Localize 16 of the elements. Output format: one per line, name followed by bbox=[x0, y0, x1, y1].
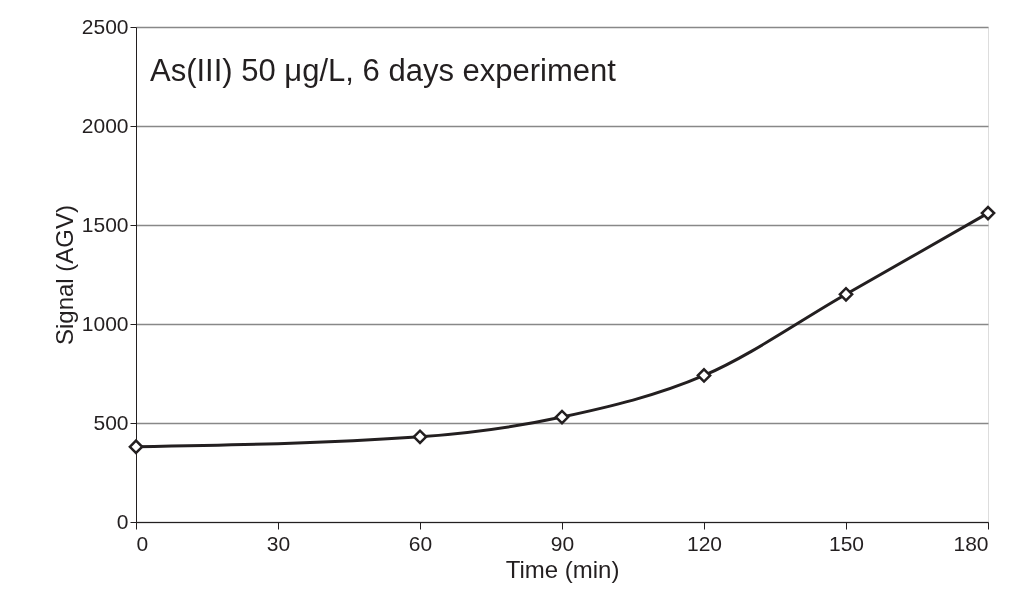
y-tick-label: 0 bbox=[116, 509, 129, 533]
x-tick-label: 180 bbox=[953, 531, 989, 555]
x-tick-label: 0 bbox=[136, 531, 149, 555]
x-tick-label: 30 bbox=[266, 531, 291, 555]
y-axis-title: Signal (AGV) bbox=[50, 204, 78, 346]
y-tick-label: 500 bbox=[93, 410, 129, 434]
x-tick-label: 60 bbox=[408, 531, 433, 555]
x-tick-label: 90 bbox=[550, 531, 575, 555]
y-tick-label: 1500 bbox=[81, 212, 129, 236]
x-tick-label: 150 bbox=[828, 531, 865, 555]
y-tick-label: 2500 bbox=[81, 14, 129, 38]
x-tick-label: 120 bbox=[686, 531, 723, 555]
text: As(III) 50 μg/L, 6 days experiment bbox=[150, 53, 617, 88]
x-axis-title: Time (min) bbox=[505, 555, 620, 583]
y-tick-label: 2000 bbox=[81, 113, 129, 137]
y-tick-label: 1000 bbox=[81, 311, 129, 335]
